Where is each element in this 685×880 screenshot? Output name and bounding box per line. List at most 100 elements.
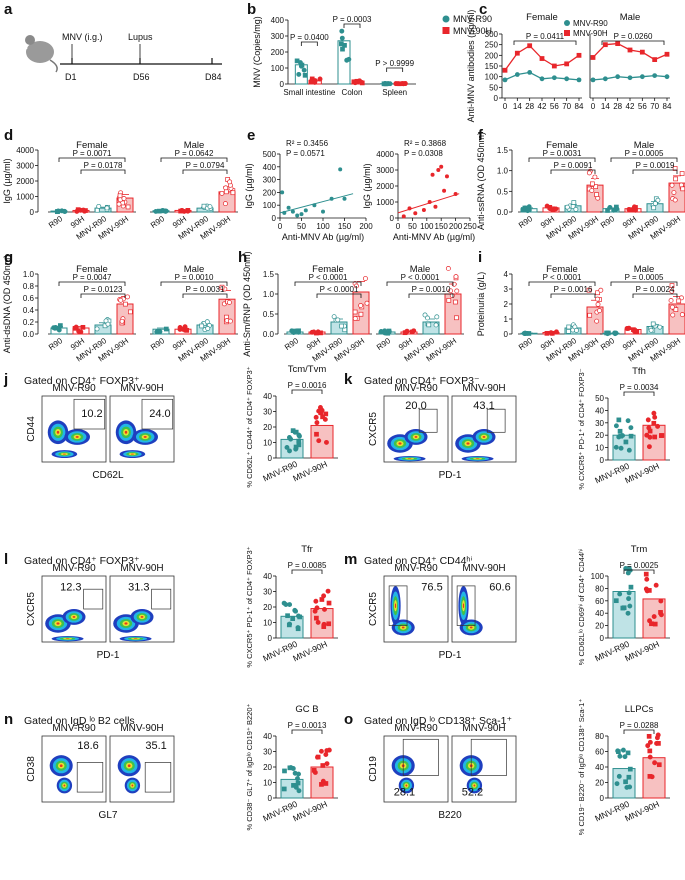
f-y-tick-label: 0.0 <box>497 208 509 217</box>
i-point <box>669 283 675 288</box>
l-gate-title: Gated on CD4⁺ FOXP3⁺ <box>24 555 140 567</box>
i-bracket <box>610 281 678 286</box>
f-bracket <box>610 157 678 162</box>
h-point <box>448 288 453 294</box>
h-point <box>352 309 358 315</box>
n-y-tick-label: 40 <box>263 732 272 741</box>
o-flow-x-axis-label: B220 <box>438 810 462 821</box>
h-y-tick-label: 1.5 <box>263 270 275 279</box>
o-point <box>647 739 653 745</box>
m-point <box>649 621 654 627</box>
c-y-tick-label: 0 <box>494 94 499 103</box>
o-p-value: P = 0.0288 <box>620 721 659 730</box>
b-y-tick-label: 100 <box>271 64 285 73</box>
o-flow-percentage: 52.2 <box>462 786 483 798</box>
j-point <box>320 414 325 420</box>
k-point <box>613 444 619 450</box>
h-y-tick-label: 0.0 <box>263 330 275 339</box>
o-point <box>614 781 620 787</box>
j-point <box>287 448 292 454</box>
k-y-axis-label: % CXCR5⁺ PD-1⁺ of CD4⁺ FOXP3⁻ <box>577 368 586 489</box>
panel-label-g: g <box>4 249 13 266</box>
g-point <box>73 324 79 330</box>
d-group-title: Female <box>76 140 108 151</box>
i-p-value: P = 0.0016 <box>554 285 593 294</box>
m-point <box>621 605 627 611</box>
m-flow-gate <box>456 585 476 626</box>
j-y-axis-label: % CD62L⁺ CD44⁺ of CD4⁺ FOXP3⁺ <box>245 366 254 487</box>
m-point <box>627 603 633 609</box>
j-point <box>290 428 296 433</box>
f-point <box>589 181 595 187</box>
d-category-label: R90 <box>149 214 167 230</box>
i-point <box>612 330 618 336</box>
h-y-tick-label: 0.5 <box>263 310 275 319</box>
g-point <box>118 297 124 303</box>
n-y-tick-label: 20 <box>263 763 272 772</box>
m-y-tick-label: 0 <box>600 634 605 643</box>
timeline-event-label: Lupus <box>128 32 153 42</box>
panel-l-chart: Gated on CD4⁺ FOXP3⁺MNV-R90 12.3 MNV-90H 31… <box>24 544 338 668</box>
o-point <box>627 766 633 772</box>
b-point <box>357 78 362 84</box>
h-point <box>382 330 388 336</box>
e-point <box>444 174 449 179</box>
h-point <box>331 314 337 320</box>
e-x-tick-label: 50 <box>408 222 417 231</box>
o-flow-density <box>405 784 408 787</box>
c-point <box>564 61 570 67</box>
m-bracket <box>623 569 655 574</box>
e-y-tick-label: 100 <box>263 201 277 210</box>
b-legend-label: MNV-R90 <box>453 14 492 24</box>
b-legend-marker <box>442 27 450 34</box>
i-point <box>586 287 592 293</box>
k-flow-x-axis-label: PD-1 <box>439 470 462 481</box>
j-gate-title: Gated on CD4⁺ FOXP3⁺ <box>24 375 140 387</box>
e-regression-line <box>397 193 460 214</box>
l-point <box>322 606 327 612</box>
i-point <box>673 307 679 312</box>
l-flow-density <box>72 615 76 618</box>
b-point <box>302 72 308 78</box>
l-flow-x-axis-label: PD-1 <box>97 650 120 661</box>
d-p-value: P = 0.0178 <box>84 161 123 170</box>
n-point <box>320 763 326 768</box>
c-point <box>539 56 545 61</box>
c-point <box>615 74 621 80</box>
d-bracket <box>58 157 126 162</box>
e-x-tick-label: 150 <box>435 222 449 231</box>
c-point <box>576 52 582 58</box>
c-y-tick-label: 300 <box>485 30 499 39</box>
f-point <box>680 186 685 192</box>
l-flow-percentage: 31.3 <box>128 582 149 594</box>
j-bracket <box>291 389 323 394</box>
i-y-tick-label: 2 <box>504 300 509 309</box>
k-point <box>628 425 634 431</box>
o-y-tick-label: 0 <box>600 794 605 803</box>
b-y-tick-label: 200 <box>271 48 285 57</box>
c-point <box>590 55 596 60</box>
l-point <box>295 625 301 630</box>
m-point <box>646 588 652 593</box>
d-point <box>104 205 110 211</box>
c-x-tick-label: 84 <box>663 102 672 111</box>
f-point <box>526 204 532 210</box>
j-flow-density <box>124 430 128 434</box>
i-point <box>595 296 600 302</box>
b-point <box>340 46 345 52</box>
b-point <box>387 81 393 87</box>
g-y-tick-label: 0.2 <box>23 318 35 327</box>
m-point <box>623 566 629 571</box>
c-y-tick-label: 250 <box>485 41 499 50</box>
n-y-tick-label: 30 <box>263 748 272 757</box>
c-point <box>527 43 533 49</box>
k-flow-density <box>475 458 480 460</box>
f-point <box>520 207 526 212</box>
k-y-tick-label: 10 <box>595 444 604 453</box>
mouse-eye-icon <box>24 46 28 50</box>
b-point <box>339 28 345 34</box>
k-point <box>618 445 624 451</box>
m-point <box>658 598 664 604</box>
f-point <box>678 182 684 188</box>
